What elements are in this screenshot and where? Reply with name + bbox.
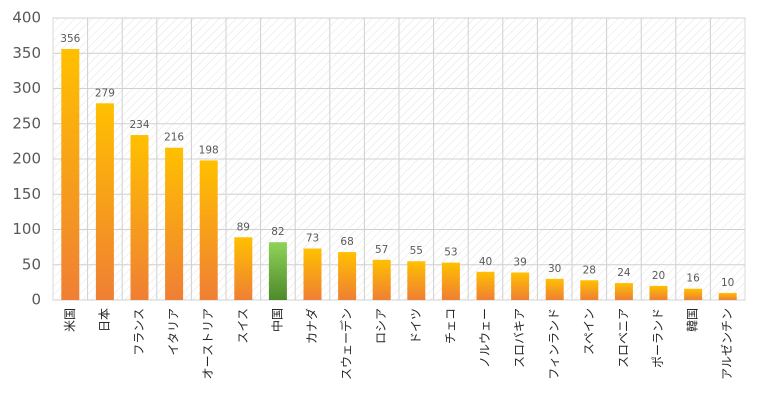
bar — [268, 242, 287, 300]
value-label: 20 — [652, 270, 665, 282]
x-tick-label: フィンランド — [547, 308, 561, 380]
value-label: 89 — [237, 221, 250, 233]
x-tick-label: スウェーデン — [339, 308, 354, 380]
bar — [407, 261, 426, 300]
value-label: 216 — [164, 132, 184, 144]
value-label: 68 — [340, 236, 353, 248]
x-tick-label: スペイン — [582, 308, 596, 355]
y-tick-label: 0 — [31, 291, 41, 309]
x-tick-label: カナダ — [304, 308, 319, 344]
x-tick-label: ノルウェー — [478, 308, 492, 368]
value-label: 279 — [95, 87, 115, 99]
value-label: 55 — [410, 245, 423, 257]
y-tick-label: 300 — [12, 79, 41, 97]
y-tick-label: 350 — [12, 44, 41, 62]
x-tick-label: スロバキア — [513, 308, 527, 368]
x-tick-label: ロシア — [374, 308, 388, 344]
value-label: 40 — [479, 256, 492, 268]
value-label: 28 — [583, 264, 596, 276]
x-tick-label: イタリア — [167, 308, 181, 356]
y-tick-label: 200 — [12, 150, 41, 168]
value-label: 53 — [444, 247, 457, 259]
x-tick-label: フランス — [132, 308, 146, 356]
bar — [684, 288, 703, 300]
bar — [441, 262, 460, 300]
y-tick-label: 250 — [12, 114, 41, 132]
bar — [614, 283, 633, 300]
value-label: 30 — [548, 263, 561, 275]
bar — [649, 285, 668, 300]
bar — [61, 49, 80, 300]
y-tick-label: 400 — [12, 9, 41, 27]
x-tick-label: ポーランド — [651, 308, 665, 368]
x-tick-label: アルゼンチン — [720, 308, 734, 380]
x-tick-label: 日本 — [97, 308, 111, 332]
bar — [199, 160, 218, 300]
value-label: 57 — [375, 244, 388, 256]
bar — [165, 147, 184, 300]
x-tick-label: 中国 — [269, 308, 284, 332]
x-tick-label: 韓国 — [686, 308, 700, 332]
y-tick-label: 150 — [12, 185, 41, 203]
bar — [338, 252, 357, 300]
x-tick-label: 米国 — [63, 308, 77, 332]
x-tick-label: チェコ — [443, 308, 457, 344]
value-label: 73 — [306, 233, 319, 245]
bar — [476, 271, 495, 300]
bar — [511, 272, 530, 300]
bar — [372, 259, 391, 300]
value-label: 24 — [617, 267, 631, 279]
x-tick-label: スロベニア — [616, 308, 630, 368]
x-tick-label: スイス — [236, 308, 250, 344]
value-label: 198 — [199, 144, 219, 156]
bar — [718, 292, 737, 300]
value-label: 39 — [513, 257, 526, 269]
x-tick-label: オーストリア — [201, 308, 215, 379]
bar — [580, 280, 599, 300]
value-label: 10 — [721, 277, 734, 289]
bar — [234, 237, 253, 300]
bar — [95, 103, 114, 301]
y-tick-label: 100 — [12, 220, 41, 238]
bar — [130, 135, 149, 300]
y-tick-label: 50 — [22, 255, 41, 273]
x-tick-label: ドイツ — [409, 308, 423, 344]
value-label: 16 — [686, 273, 700, 285]
bar — [303, 248, 322, 300]
value-label: 356 — [60, 33, 80, 45]
value-label: 234 — [129, 119, 149, 131]
bar — [545, 278, 564, 300]
value-label: 82 — [271, 226, 284, 238]
